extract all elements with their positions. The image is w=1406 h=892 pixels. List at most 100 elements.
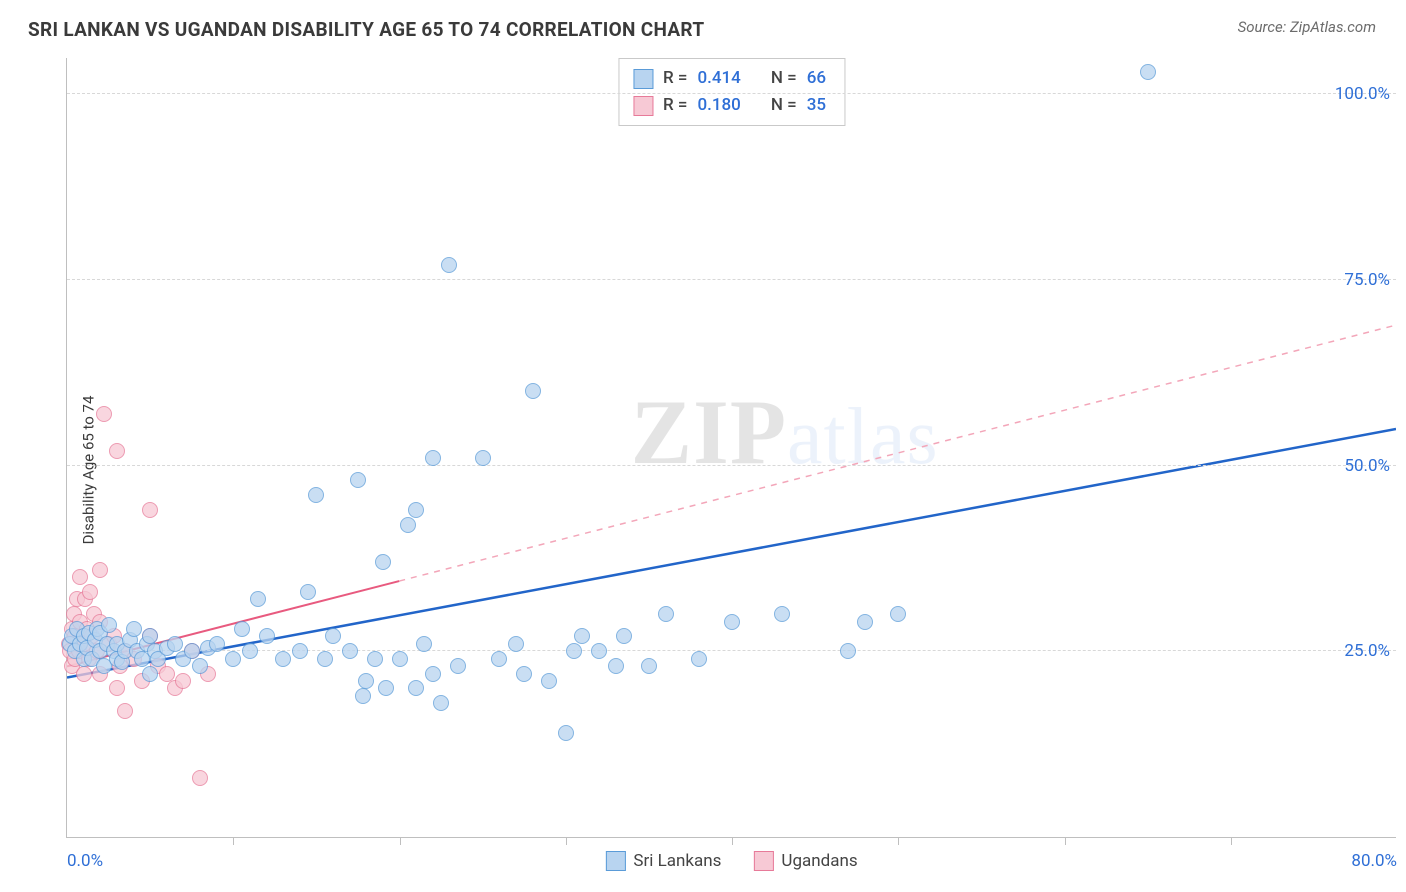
y-tick-label: 75.0% xyxy=(1344,270,1390,290)
scatter-point xyxy=(840,643,856,659)
gridline xyxy=(67,279,1396,280)
scatter-point xyxy=(508,636,524,652)
scatter-point xyxy=(101,617,117,633)
trend-lines-layer xyxy=(67,58,1396,837)
scatter-point xyxy=(408,502,424,518)
scatter-point xyxy=(142,666,158,682)
scatter-point xyxy=(355,688,371,704)
scatter-point xyxy=(608,658,624,674)
watermark: ZIPatlas xyxy=(631,379,939,485)
scatter-point xyxy=(292,643,308,659)
r-label: R = xyxy=(663,65,688,92)
x-tick xyxy=(566,837,567,845)
n-label: N = xyxy=(771,92,797,119)
scatter-point xyxy=(1140,64,1156,80)
scatter-point xyxy=(82,584,98,600)
scatter-point xyxy=(234,621,250,637)
scatter-point xyxy=(350,472,366,488)
r-value: 0.180 xyxy=(697,92,740,119)
scatter-point xyxy=(408,680,424,696)
scatter-point xyxy=(774,606,790,622)
scatter-point xyxy=(209,636,225,652)
scatter-point xyxy=(159,666,175,682)
chart-title: SRI LANKAN VS UGANDAN DISABILITY AGE 65 … xyxy=(28,18,704,41)
scatter-point xyxy=(142,628,158,644)
scatter-point xyxy=(541,673,557,689)
gridline xyxy=(67,93,1396,94)
scatter-point xyxy=(250,591,266,607)
scatter-point xyxy=(167,636,183,652)
scatter-point xyxy=(416,636,432,652)
n-value: 66 xyxy=(807,65,826,92)
x-tick-label: 0.0% xyxy=(67,851,103,871)
scatter-point xyxy=(308,487,324,503)
n-value: 35 xyxy=(807,92,826,119)
scatter-point xyxy=(109,443,125,459)
scatter-point xyxy=(425,666,441,682)
r-value: 0.414 xyxy=(697,65,740,92)
scatter-point xyxy=(857,614,873,630)
scatter-point xyxy=(242,643,258,659)
scatter-point xyxy=(375,554,391,570)
scatter-point xyxy=(591,643,607,659)
scatter-point xyxy=(516,666,532,682)
legend-item: Ugandans xyxy=(753,851,857,871)
legend-swatch xyxy=(753,851,773,871)
scatter-point xyxy=(392,651,408,667)
scatter-point xyxy=(317,651,333,667)
trendline-dashed xyxy=(399,325,1396,581)
scatter-point xyxy=(96,406,112,422)
scatter-point xyxy=(450,658,466,674)
x-tick xyxy=(898,837,899,845)
x-tick-label: 80.0% xyxy=(1351,851,1397,871)
scatter-point xyxy=(378,680,394,696)
stats-row: R = 0.180 N = 35 xyxy=(633,92,826,119)
scatter-point xyxy=(724,614,740,630)
scatter-point xyxy=(641,658,657,674)
scatter-point xyxy=(358,673,374,689)
scatter-point xyxy=(342,643,358,659)
scatter-point xyxy=(425,450,441,466)
x-tick xyxy=(400,837,401,845)
legend-label: Ugandans xyxy=(781,851,857,871)
scatter-point xyxy=(491,651,507,667)
scatter-point xyxy=(890,606,906,622)
scatter-point xyxy=(658,606,674,622)
source-attribution: Source: ZipAtlas.com xyxy=(1238,18,1376,36)
stats-row: R = 0.414 N = 66 xyxy=(633,65,826,92)
x-tick xyxy=(1065,837,1066,845)
scatter-point xyxy=(325,628,341,644)
scatter-plot-area: ZIPatlas R =0.414N =66R =0.180N =35 Sri … xyxy=(66,58,1396,838)
scatter-point xyxy=(225,651,241,667)
scatter-point xyxy=(400,517,416,533)
scatter-point xyxy=(175,673,191,689)
scatter-point xyxy=(192,658,208,674)
scatter-point xyxy=(558,725,574,741)
x-tick xyxy=(233,837,234,845)
scatter-point xyxy=(184,643,200,659)
x-tick xyxy=(732,837,733,845)
gridline xyxy=(67,650,1396,651)
n-label: N = xyxy=(771,65,797,92)
scatter-point xyxy=(691,651,707,667)
r-label: R = xyxy=(663,92,688,119)
scatter-point xyxy=(117,703,133,719)
scatter-point xyxy=(525,383,541,399)
x-tick xyxy=(1231,837,1232,845)
scatter-point xyxy=(275,651,291,667)
scatter-point xyxy=(109,680,125,696)
legend-label: Sri Lankans xyxy=(633,851,721,871)
scatter-point xyxy=(126,621,142,637)
series-swatch xyxy=(633,96,653,116)
scatter-point xyxy=(72,569,88,585)
scatter-point xyxy=(300,584,316,600)
legend-swatch xyxy=(605,851,625,871)
scatter-point xyxy=(76,666,92,682)
scatter-point xyxy=(192,770,208,786)
y-tick-label: 100.0% xyxy=(1335,84,1390,104)
gridline xyxy=(67,465,1396,466)
series-legend: Sri Lankans Ugandans xyxy=(605,851,857,871)
scatter-point xyxy=(616,628,632,644)
y-tick-label: 50.0% xyxy=(1344,456,1390,476)
scatter-point xyxy=(259,628,275,644)
